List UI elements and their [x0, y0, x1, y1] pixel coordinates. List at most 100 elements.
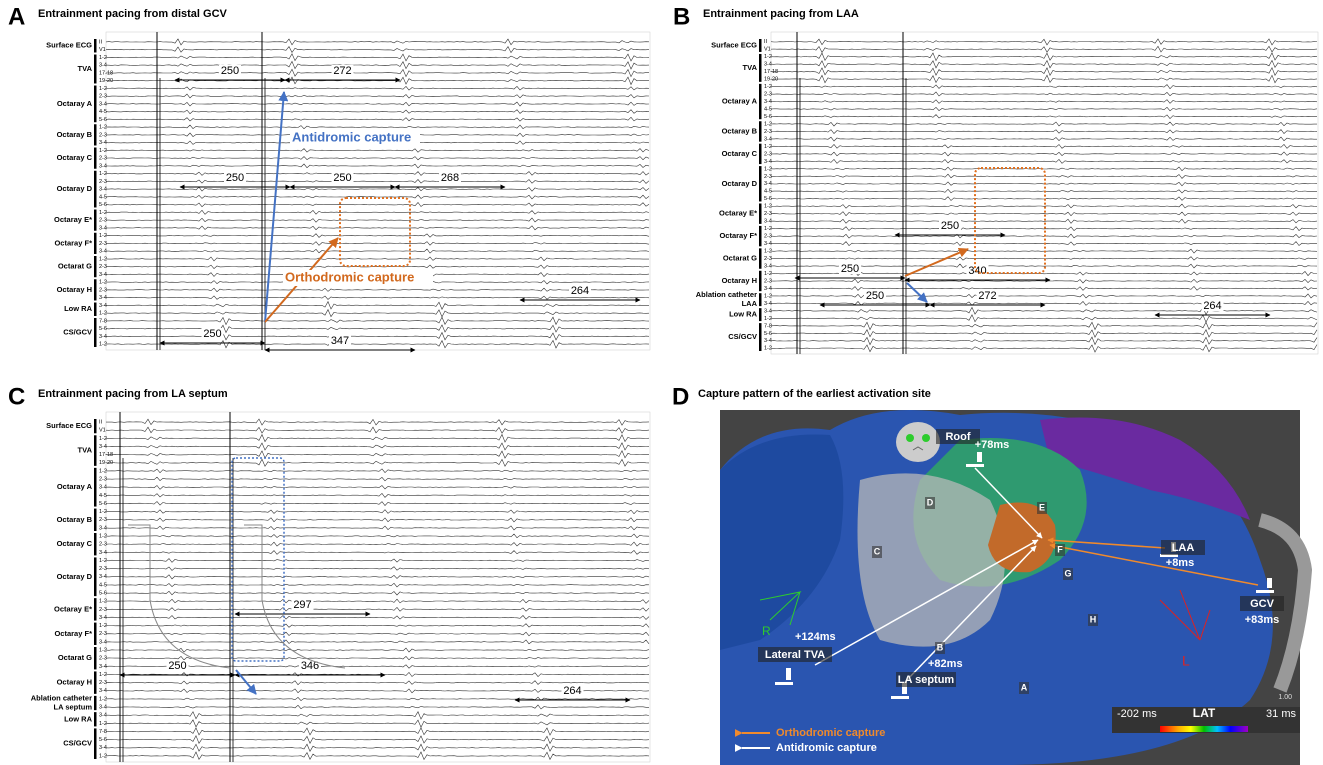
- panel-title: Entrainment pacing from LA septum: [38, 388, 228, 400]
- channel-label: Ablation catheter: [696, 290, 757, 299]
- ecg-trace: [106, 752, 649, 760]
- site-name: LAA: [1172, 542, 1195, 554]
- lead-label: 3-4: [99, 303, 107, 309]
- channel-bar: [94, 419, 97, 433]
- ecg-trace: [771, 337, 1317, 345]
- channel-bar: [94, 557, 97, 596]
- channel-label: Octaray F*: [54, 238, 92, 247]
- ecg-trace: [771, 137, 1317, 141]
- lead-label: 1-2: [764, 166, 772, 172]
- interval-label: 272: [333, 65, 351, 77]
- lead-label: 4-5: [99, 194, 107, 200]
- lead-label: 3-4: [99, 334, 107, 340]
- ecg-trace: [771, 46, 1317, 52]
- channel-bar: [759, 144, 762, 164]
- ecg-trace: [106, 443, 649, 450]
- site-time: +8ms: [1166, 557, 1194, 569]
- interval-label: 264: [563, 685, 581, 697]
- lead-label: 17-18: [764, 69, 778, 75]
- channel-bar: [759, 121, 762, 141]
- lead-label: 1-2: [99, 55, 107, 61]
- lead-label: V1: [99, 47, 106, 53]
- orthodromic-label: Orthodromic capture: [285, 269, 414, 284]
- interval-label: 250: [333, 172, 351, 184]
- ecg-trace: [771, 167, 1317, 171]
- ecg-trace: [106, 591, 649, 595]
- ecg-trace: [106, 567, 649, 571]
- lead-label: 2-3: [99, 218, 107, 224]
- channel-label: Octaray A: [57, 482, 93, 491]
- figure: AEntrainment pacing from distal GCVSurfa…: [0, 0, 1323, 765]
- channel-label: Octaray H: [722, 276, 757, 285]
- lead-label: 1-2: [99, 280, 107, 286]
- lead-label: 3-4: [99, 101, 107, 107]
- lead-label: 3-4: [764, 338, 772, 344]
- lead-label: 3-4: [99, 574, 107, 580]
- channel-bar: [94, 671, 97, 693]
- ecg-trace: [106, 325, 649, 333]
- ecg-trace: [106, 599, 649, 603]
- lead-label: 1-2: [99, 233, 107, 239]
- ecg-trace: [771, 39, 1317, 45]
- ecg-trace: [106, 172, 649, 176]
- head-icon: [896, 422, 940, 462]
- lead-label: 2-3: [99, 680, 107, 686]
- ecg-trace: [106, 102, 649, 106]
- channel-label: Octaray E*: [54, 215, 92, 224]
- lead-label: 1-2: [99, 753, 107, 759]
- channel-label: CS/GCV: [63, 739, 92, 748]
- ecg-trace: [106, 624, 649, 628]
- ecg-trace: [106, 94, 649, 98]
- lead-label: 3-4: [764, 301, 772, 307]
- lead-label: 3-4: [99, 444, 107, 450]
- channel-label: Octaray H: [57, 285, 92, 294]
- lead-label: V1: [99, 428, 106, 434]
- lead-label: 2-3: [764, 278, 772, 284]
- lead-label: 17-18: [99, 452, 113, 458]
- spline-label: C: [874, 546, 881, 556]
- interval-label: 250: [221, 65, 239, 77]
- ecg-trace: [106, 149, 649, 153]
- lead-label: 2-3: [764, 211, 772, 217]
- lead-label: 3-4: [99, 713, 107, 719]
- ecg-trace: [771, 60, 1317, 68]
- lead-label: 3-4: [764, 99, 772, 105]
- lead-label: 2-3: [99, 287, 107, 293]
- lead-label: 3-4: [99, 187, 107, 193]
- channel-label: Octaray A: [722, 97, 758, 106]
- lead-label: 1-2: [99, 648, 107, 654]
- channel-bar: [759, 226, 762, 246]
- interval-label: 250: [841, 263, 859, 275]
- channel-label: Surface ECG: [711, 40, 757, 49]
- ecg-trace: [106, 180, 649, 184]
- scale-gradient: [1160, 726, 1248, 732]
- lead-label: 3-4: [764, 241, 772, 247]
- lead-label: 2-3: [99, 94, 107, 100]
- ecg-trace: [106, 61, 649, 69]
- lead-label: 5-6: [99, 202, 107, 208]
- interval-label: 264: [1203, 300, 1221, 312]
- ecg-trace: [106, 518, 649, 522]
- lead-label: 1-2: [99, 721, 107, 727]
- ecg-trace: [106, 451, 649, 458]
- ecg-panel: BEntrainment pacing from LAASurface ECGI…: [673, 3, 1318, 354]
- ecg-panel: AEntrainment pacing from distal GCVSurfa…: [8, 3, 650, 350]
- scale-label: LAT: [1193, 706, 1216, 720]
- ecg-trace: [106, 288, 649, 292]
- ecg-trace: [771, 286, 1317, 290]
- lead-label: 2-3: [764, 151, 772, 157]
- lead-label: 1-2: [764, 346, 772, 352]
- lead-label: 1-2: [99, 342, 107, 348]
- lead-label: 3-4: [764, 159, 772, 165]
- interval-label: 347: [331, 335, 349, 347]
- ecg-trace: [106, 110, 649, 114]
- lead-label: 1-2: [99, 311, 107, 317]
- lead-label: 5-6: [99, 501, 107, 507]
- lead-label: 2-3: [99, 607, 107, 613]
- lead-label: 2-3: [99, 517, 107, 523]
- site-name: Lateral TVA: [765, 649, 825, 661]
- ecg-trace: [106, 486, 649, 490]
- lead-label: 5-6: [764, 196, 772, 202]
- ecg-trace: [106, 427, 649, 433]
- lead-label: II: [99, 39, 103, 45]
